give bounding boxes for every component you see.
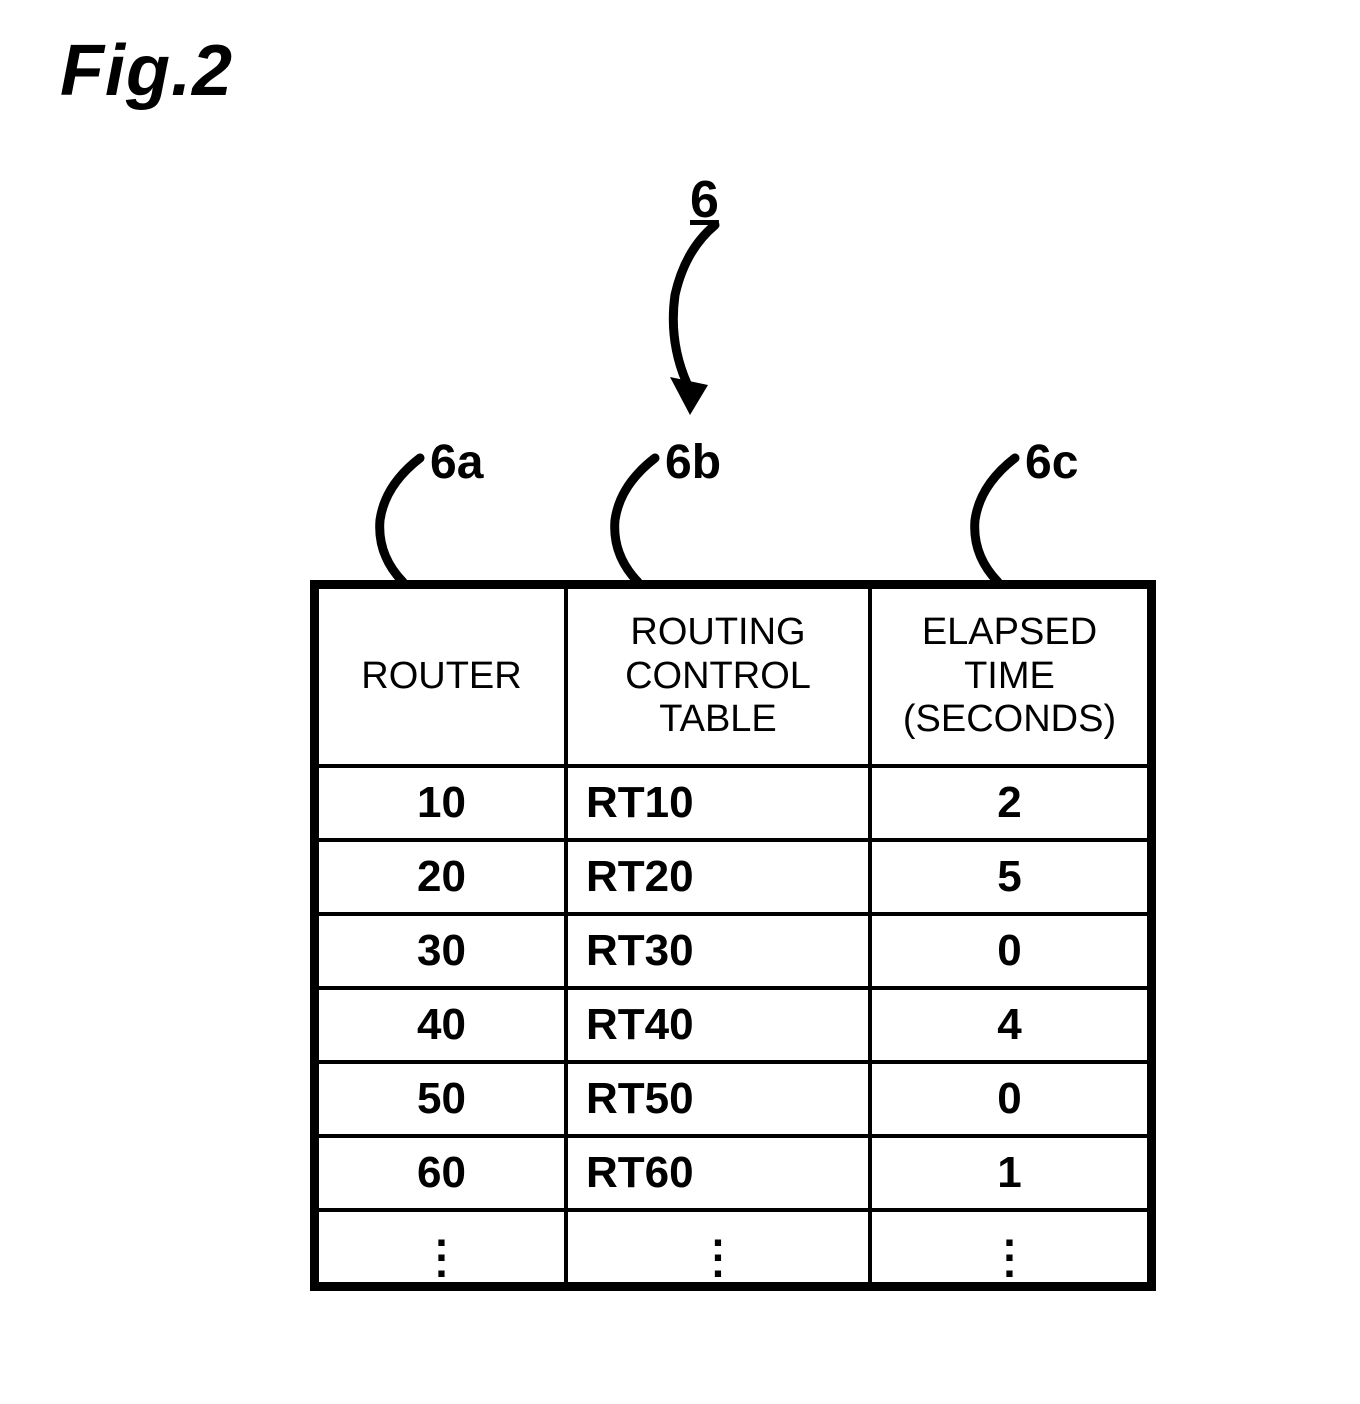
col-ref-b-label: 6b bbox=[665, 435, 721, 490]
cell-rtable: RT50 bbox=[566, 1062, 870, 1136]
table-row: 60 RT60 1 bbox=[317, 1136, 1149, 1210]
main-ref-arrow bbox=[630, 215, 750, 425]
figure-title: Fig.2 bbox=[60, 30, 233, 112]
cell-elapsed: 0 bbox=[870, 914, 1149, 988]
cell-rtable: RT60 bbox=[566, 1136, 870, 1210]
cell-ellipsis: ... bbox=[566, 1210, 870, 1284]
table-row: 20 RT20 5 bbox=[317, 840, 1149, 914]
cell-router: 20 bbox=[317, 840, 566, 914]
cell-rtable: RT10 bbox=[566, 766, 870, 840]
cell-router: 30 bbox=[317, 914, 566, 988]
cell-router: 50 bbox=[317, 1062, 566, 1136]
table-row-ellipsis: ... ... ... bbox=[317, 1210, 1149, 1284]
col-ref-a-label: 6a bbox=[430, 435, 483, 490]
cell-router: 10 bbox=[317, 766, 566, 840]
cell-ellipsis: ... bbox=[870, 1210, 1149, 1284]
cell-elapsed: 1 bbox=[870, 1136, 1149, 1210]
cell-elapsed: 2 bbox=[870, 766, 1149, 840]
col-ref-c-label: 6c bbox=[1025, 435, 1078, 490]
header-routing-control-table: ROUTING CONTROL TABLE bbox=[566, 587, 870, 766]
cell-rtable: RT40 bbox=[566, 988, 870, 1062]
table-header-row: ROUTER ROUTING CONTROL TABLE ELAPSED TIM… bbox=[317, 587, 1149, 766]
cell-elapsed: 4 bbox=[870, 988, 1149, 1062]
cell-ellipsis: ... bbox=[317, 1210, 566, 1284]
table-row: 10 RT10 2 bbox=[317, 766, 1149, 840]
table-row: 40 RT40 4 bbox=[317, 988, 1149, 1062]
header-elapsed-time: ELAPSED TIME (SECONDS) bbox=[870, 587, 1149, 766]
table-row: 30 RT30 0 bbox=[317, 914, 1149, 988]
cell-elapsed: 0 bbox=[870, 1062, 1149, 1136]
col-ref-b-curve bbox=[590, 450, 670, 590]
cell-rtable: RT20 bbox=[566, 840, 870, 914]
table-row: 50 RT50 0 bbox=[317, 1062, 1149, 1136]
header-router: ROUTER bbox=[317, 587, 566, 766]
routing-table: ROUTER ROUTING CONTROL TABLE ELAPSED TIM… bbox=[310, 580, 1156, 1291]
cell-elapsed: 5 bbox=[870, 840, 1149, 914]
col-ref-c-curve bbox=[950, 450, 1030, 590]
cell-router: 60 bbox=[317, 1136, 566, 1210]
cell-router: 40 bbox=[317, 988, 566, 1062]
col-ref-a-curve bbox=[355, 450, 435, 590]
cell-rtable: RT30 bbox=[566, 914, 870, 988]
